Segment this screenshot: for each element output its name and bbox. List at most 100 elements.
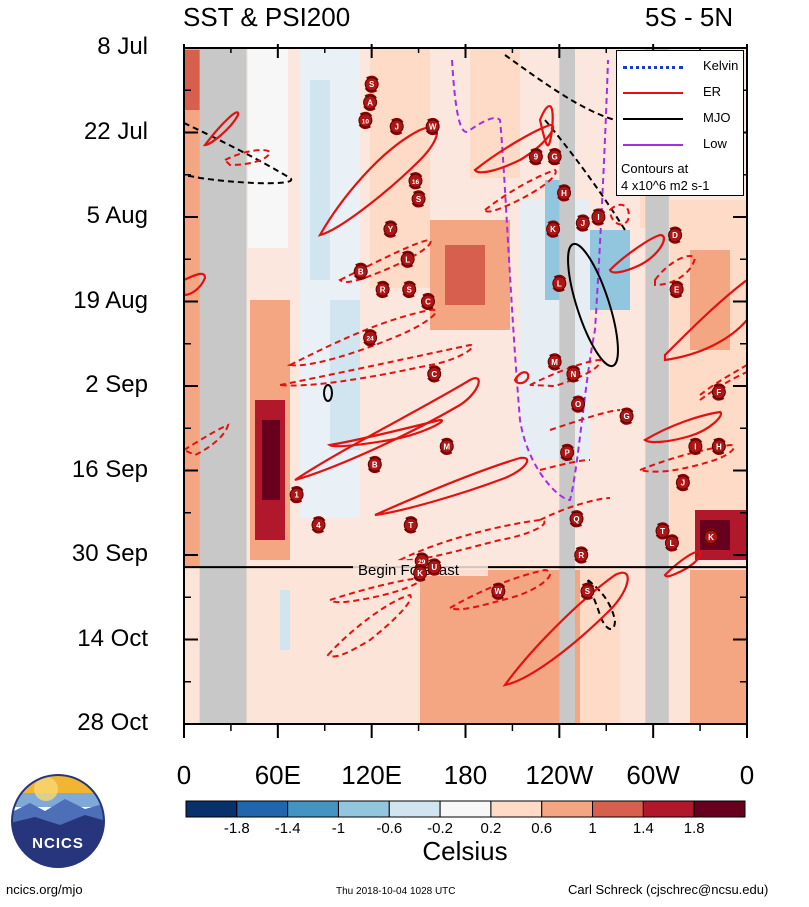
logo-text: NCICS — [32, 835, 84, 852]
storm-label: B — [372, 460, 378, 469]
storm-marker: L — [552, 274, 567, 292]
colorbar-swatch — [439, 800, 492, 818]
storm-dot — [688, 439, 703, 454]
storm-marker: S — [364, 75, 379, 93]
colorbar-tick-label: 0.6 — [531, 820, 553, 837]
storm-swirl — [421, 292, 435, 311]
colorbar-tick-label: 0.2 — [480, 820, 502, 837]
er-contour-neg — [279, 343, 474, 387]
colorbar-tick-label: -1 — [331, 820, 346, 837]
er-contour — [202, 111, 240, 147]
storm-label: T — [408, 521, 413, 530]
storm-swirl — [289, 486, 304, 504]
storm-swirl — [547, 148, 562, 166]
storm-swirl — [571, 395, 585, 413]
storm-label: S — [585, 587, 591, 596]
storm-dot — [353, 264, 368, 279]
storm-swirl — [619, 407, 634, 425]
storm-label: W — [429, 122, 437, 131]
storm-label: R — [380, 285, 386, 294]
storm-marker: J — [389, 117, 404, 136]
footer-author: Carl Schreck (cjschrec@ncsu.edu) — [568, 882, 769, 897]
y-tick-label: 22 Jul — [83, 117, 148, 145]
storm-dot — [367, 457, 382, 472]
storm-dot — [363, 330, 378, 345]
storm-label: 4 — [316, 521, 321, 530]
er-contour-neg — [286, 308, 437, 367]
storm-marker: 1 — [289, 486, 304, 504]
legend-note: Contours at — [621, 161, 689, 176]
storm-marker: H — [557, 184, 572, 202]
storm-swirl — [413, 564, 427, 582]
storm-label: W — [495, 587, 503, 596]
legend-label: Low — [703, 136, 727, 151]
storm-dot — [560, 445, 575, 460]
storm-label: H — [716, 442, 722, 451]
storm-dot — [364, 77, 379, 92]
storm-dot — [289, 487, 304, 502]
y-tick-label: 5 Aug — [86, 202, 148, 229]
storm-label: G — [623, 412, 629, 421]
er-contour — [502, 571, 629, 687]
legend-swatch — [623, 66, 683, 69]
storm-marker: P — [560, 443, 575, 461]
storm-label: 1 — [294, 491, 299, 500]
storm-dot — [571, 397, 586, 412]
storm-label: S — [369, 80, 375, 89]
storm-swirl — [383, 220, 398, 238]
storm-swirl — [580, 582, 595, 600]
er-contour — [643, 410, 723, 444]
storm-marker: 16 — [408, 172, 423, 190]
storm-dot — [546, 222, 561, 237]
storm-marker: G — [547, 148, 562, 166]
storm-dot — [403, 517, 418, 532]
storm-label: U — [431, 563, 437, 572]
storm-marker: S — [402, 280, 417, 299]
storm-swirl — [712, 437, 726, 455]
storm-dot — [664, 535, 679, 550]
storm-swirl — [427, 558, 442, 576]
storm-label: S — [416, 195, 422, 204]
colorbar-swatch — [490, 800, 543, 818]
er-contour-neg — [327, 576, 422, 604]
storm-marker: R — [375, 280, 390, 299]
storm-dot — [675, 475, 690, 490]
storm-dot — [408, 173, 423, 188]
storm-dot — [580, 584, 595, 599]
x-tick-label: 60W — [626, 760, 680, 790]
storm-swirl — [403, 516, 418, 534]
storm-label: C — [431, 370, 437, 379]
storm-label: L — [405, 255, 410, 264]
storm-marker: B — [353, 262, 368, 280]
storm-marker: L — [664, 534, 679, 552]
storm-dot — [528, 149, 543, 164]
x-tick-label: 180 — [443, 760, 488, 790]
legend-entry-mjo: MJO — [621, 109, 743, 127]
storm-marker: F — [711, 383, 726, 401]
storm-dot — [400, 252, 415, 267]
storm-marker: T — [655, 522, 670, 540]
logo-graphic — [11, 774, 105, 868]
er-contour-neg — [654, 255, 697, 287]
storm-swirl — [411, 190, 426, 208]
storm-marker: C — [427, 365, 442, 383]
storm-dot — [389, 119, 404, 134]
storm-swirl — [311, 516, 326, 534]
storm-dot — [704, 529, 719, 544]
storm-marker: W — [491, 582, 506, 600]
er-contour-neg — [326, 593, 412, 658]
er-contour — [374, 456, 529, 517]
storm-label: J — [581, 219, 585, 228]
er-contour-neg — [396, 518, 546, 562]
storm-label: S — [407, 285, 413, 294]
storm-swirl — [402, 280, 417, 299]
storm-label: P — [564, 448, 570, 457]
storm-dot — [711, 439, 726, 454]
storm-marker: K — [546, 220, 561, 238]
er-contour — [663, 550, 702, 578]
legend-entry-er: ER — [621, 83, 743, 101]
storm-dot — [547, 149, 562, 164]
storm-swirl — [566, 365, 581, 383]
